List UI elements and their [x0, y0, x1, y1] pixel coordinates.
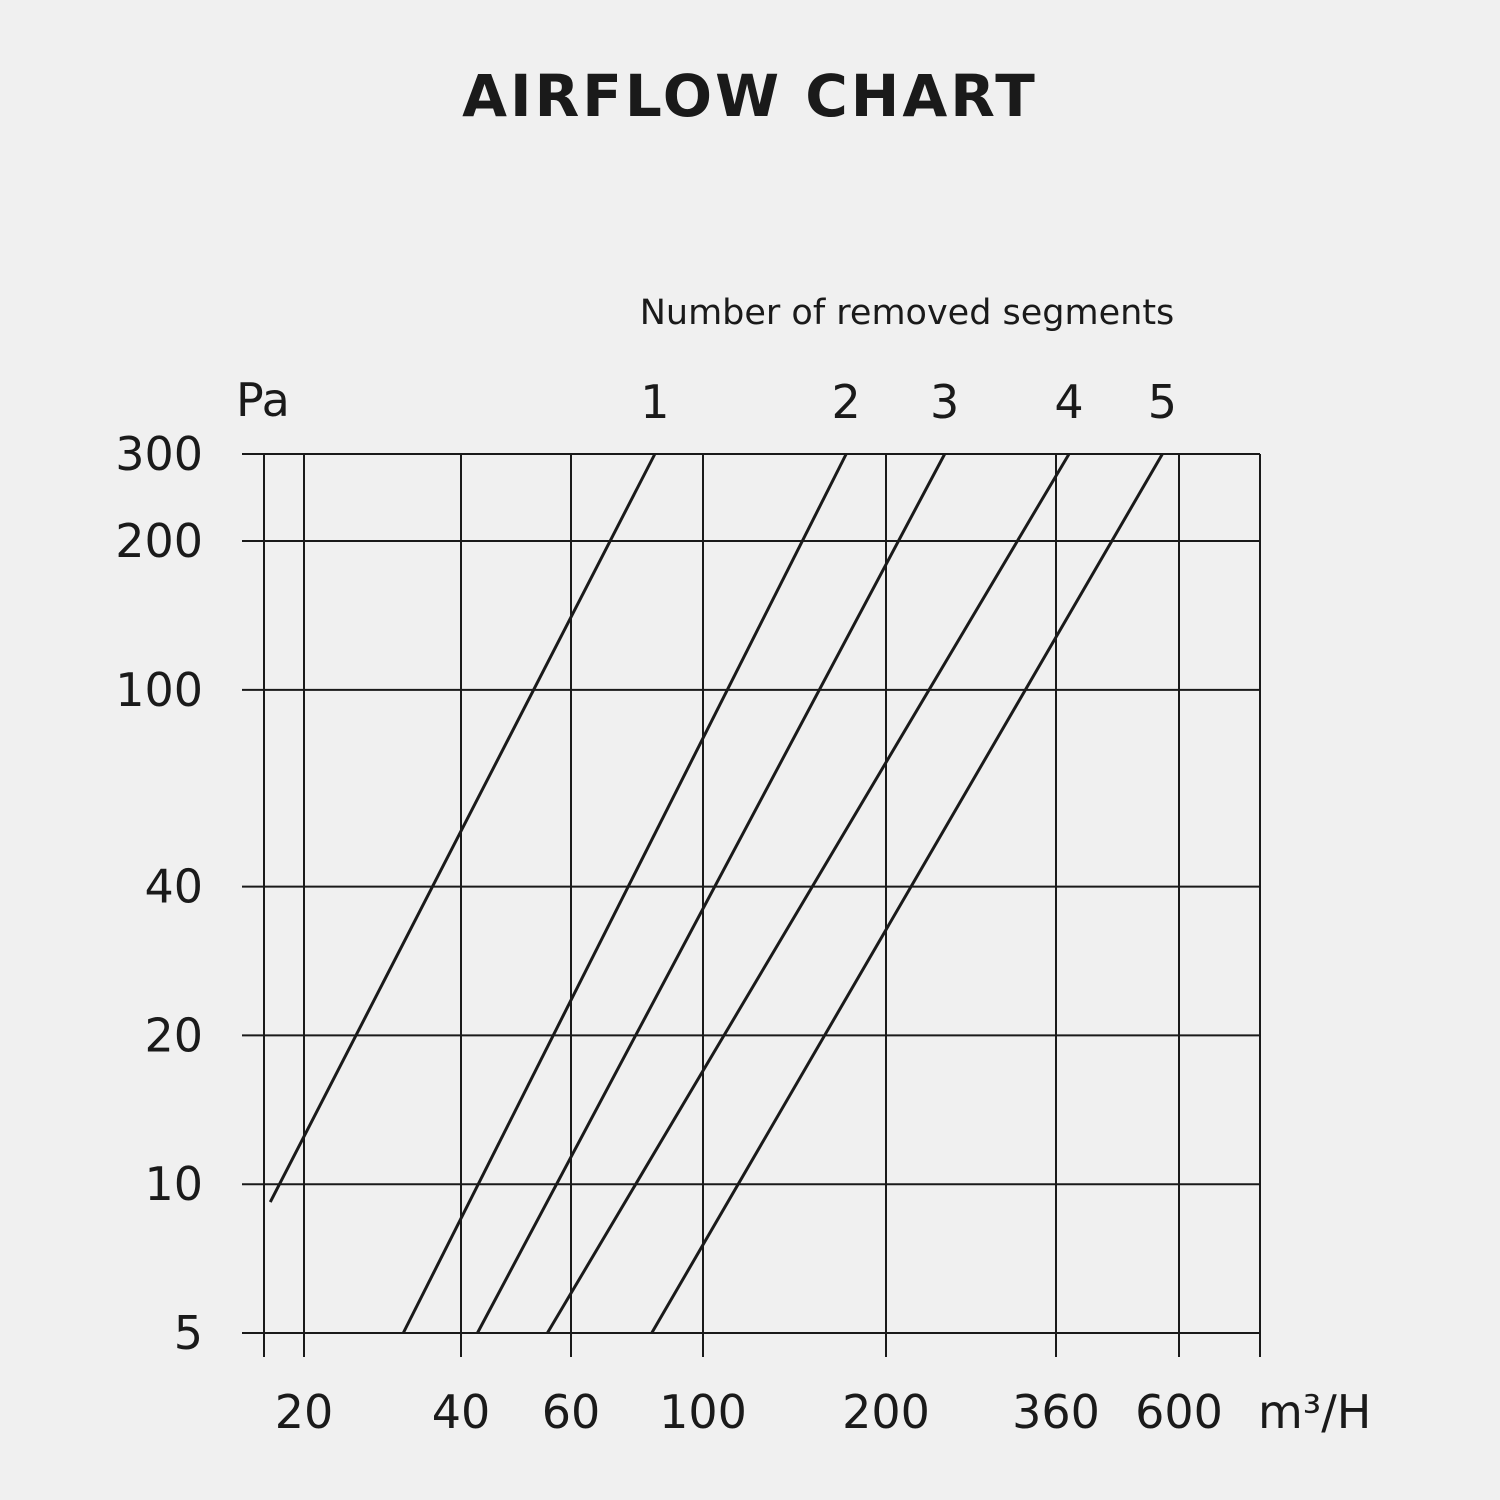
- y-tick-label: 200: [115, 514, 203, 568]
- x-tick-label: 40: [432, 1385, 491, 1439]
- series-lines: [268, 453, 1164, 1334]
- chart-subtitle: Number of removed segments: [640, 293, 1175, 333]
- series-labels: 1 2 3 4 5: [640, 375, 1177, 429]
- series-line-4: [546, 453, 1071, 1334]
- x-tick-label: 200: [842, 1385, 930, 1439]
- y-tick-label: 40: [144, 860, 203, 914]
- series-label: 4: [1054, 375, 1083, 429]
- x-axis-label: m³/H: [1258, 1385, 1371, 1439]
- x-tick-label: 20: [275, 1385, 334, 1439]
- x-tick-label: 360: [1012, 1385, 1100, 1439]
- series-label: 5: [1148, 375, 1177, 429]
- series-line-3: [476, 453, 947, 1334]
- x-tick-label: 60: [542, 1385, 601, 1439]
- y-tick-label: 10: [144, 1157, 203, 1211]
- y-axis-label: Pa: [236, 373, 290, 427]
- y-tick-label: 20: [144, 1008, 203, 1062]
- series-line-5: [650, 453, 1164, 1334]
- grid: [242, 453, 1261, 1357]
- x-tick-label: 100: [659, 1385, 747, 1439]
- y-tick-label: 100: [115, 663, 203, 717]
- series-line-1: [268, 453, 657, 1203]
- series-label: 2: [832, 375, 861, 429]
- series-label: 3: [930, 375, 959, 429]
- y-tick-label: 300: [115, 427, 203, 481]
- chart-title: AIRFLOW CHART: [462, 62, 1038, 130]
- y-tick-label: 5: [174, 1306, 203, 1360]
- tick-labels: 5 10 20 40 100 200 300 20 40 60 100 200 360 600: [115, 427, 1223, 1439]
- series-line-2: [401, 453, 848, 1334]
- series-label: 1: [640, 375, 669, 429]
- x-tick-label: 600: [1135, 1385, 1223, 1439]
